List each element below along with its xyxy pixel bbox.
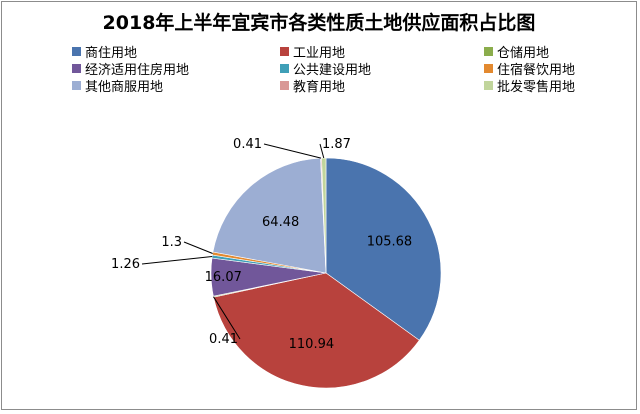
data-label: 0.41 bbox=[233, 137, 262, 152]
pie-slice bbox=[212, 157, 327, 274]
leader-line bbox=[263, 143, 322, 159]
legend-label: 经济适用住房用地 bbox=[85, 63, 190, 78]
pie-slice bbox=[213, 272, 420, 389]
data-label: 1.26 bbox=[111, 257, 140, 272]
legend-swatch bbox=[72, 64, 81, 73]
legend-item: 其他商服用地 bbox=[72, 76, 163, 95]
data-label: 1.87 bbox=[322, 137, 351, 152]
legend-swatch bbox=[72, 81, 81, 90]
data-label: 105.68 bbox=[367, 235, 413, 250]
legend-swatch bbox=[72, 47, 81, 56]
leader-line bbox=[213, 296, 241, 340]
legend-swatch bbox=[280, 81, 289, 90]
data-label: 110.94 bbox=[289, 337, 335, 352]
legend-swatch bbox=[484, 47, 493, 56]
leader-line bbox=[141, 256, 213, 265]
data-label: 64.48 bbox=[262, 215, 299, 230]
legend-label: 仓储用地 bbox=[497, 46, 550, 61]
legend-label: 其他商服用地 bbox=[85, 80, 164, 95]
legend-label: 批发零售用地 bbox=[497, 80, 576, 95]
legend-swatch bbox=[280, 64, 289, 73]
legend-item: 仓储用地 bbox=[484, 42, 549, 61]
legend-item: 批发零售用地 bbox=[484, 76, 575, 95]
legend-label: 公共建设用地 bbox=[293, 63, 372, 78]
legend-swatch bbox=[484, 81, 493, 90]
legend-item: 经济适用住房用地 bbox=[72, 59, 189, 78]
data-label: 16.07 bbox=[205, 270, 242, 285]
leader-line bbox=[319, 143, 325, 159]
legend-label: 教育用地 bbox=[293, 80, 346, 95]
legend-swatch bbox=[280, 47, 289, 56]
pie-slice bbox=[321, 157, 327, 274]
legend-label: 住宿餐饮用地 bbox=[497, 63, 576, 78]
pie-slice bbox=[325, 157, 442, 341]
leader-line bbox=[183, 241, 213, 254]
legend-item: 工业用地 bbox=[280, 42, 345, 61]
legend-label: 工业用地 bbox=[293, 46, 346, 61]
data-label: 1.3 bbox=[161, 235, 182, 250]
legend-item: 商住用地 bbox=[72, 42, 137, 61]
legend-item: 公共建设用地 bbox=[280, 59, 371, 78]
data-label: 0.41 bbox=[209, 332, 238, 347]
legend-swatch bbox=[484, 64, 493, 73]
legend-label: 商住用地 bbox=[85, 46, 138, 61]
legend-item: 教育用地 bbox=[280, 76, 345, 95]
legend-item: 住宿餐饮用地 bbox=[484, 59, 575, 78]
chart-title: 2018年上半年宜宾市各类性质土地供应面积占比图 bbox=[102, 12, 536, 34]
